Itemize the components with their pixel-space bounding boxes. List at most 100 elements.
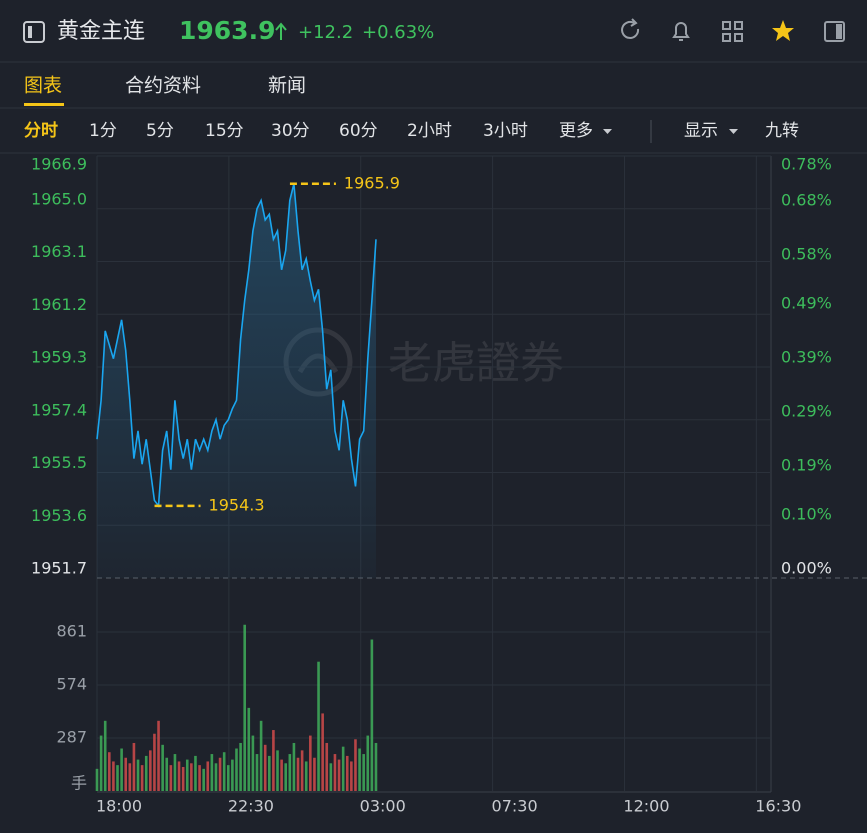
- volume-bar: [112, 761, 115, 791]
- volume-bar: [341, 746, 345, 791]
- volume-bar: [103, 720, 107, 791]
- volume-bar: [366, 735, 370, 791]
- x-tick-label: 22:30: [228, 797, 274, 816]
- tab[interactable]: 合约资料: [125, 75, 201, 97]
- volume-bar: [247, 707, 251, 791]
- y-tick-label: 1961.2: [31, 295, 87, 314]
- star-icon[interactable]: [772, 20, 794, 41]
- volume-bar: [173, 754, 177, 791]
- volume-bar: [333, 754, 337, 791]
- volume-bar: [358, 748, 361, 791]
- y-tick-label: 1966.9: [31, 155, 87, 174]
- volume-bar: [222, 752, 226, 791]
- price: 1963.9: [179, 16, 275, 45]
- price-area: [97, 183, 376, 579]
- period-button[interactable]: 3小时: [483, 121, 528, 141]
- low-label: 1954.3: [209, 495, 265, 514]
- y2-tick-label: 0.39%: [781, 348, 832, 367]
- volume-bar: [165, 757, 169, 791]
- volume-bar: [226, 765, 230, 791]
- volume-bar: [284, 763, 288, 791]
- volume-bar: [99, 735, 103, 791]
- volume-bar: [362, 754, 365, 791]
- volume-bar: [181, 766, 185, 791]
- volume-bar: [116, 765, 119, 791]
- grid-icon[interactable]: [722, 21, 743, 42]
- period-button[interactable]: 30分: [271, 121, 310, 141]
- period-button[interactable]: 2小时: [407, 121, 452, 141]
- volume-bar: [325, 742, 329, 791]
- volume-bar: [235, 748, 238, 791]
- volume-bar: [288, 754, 292, 791]
- volume-bar: [206, 761, 210, 791]
- sidebar-toggle[interactable]: [23, 21, 45, 43]
- period-button[interactable]: 更多: [559, 121, 593, 141]
- volume-bar: [329, 763, 333, 791]
- volume-bar: [185, 759, 189, 791]
- x-tick-label: 12:00: [623, 797, 669, 816]
- high-label: 1965.9: [344, 173, 400, 192]
- volume-bar: [374, 742, 378, 791]
- y-tick-label: 1963.1: [31, 242, 87, 261]
- volume-bar: [210, 754, 214, 791]
- volume-bar: [321, 713, 324, 791]
- volume-bar: [255, 754, 259, 791]
- volume-bar: [350, 761, 353, 791]
- volume-bar: [194, 755, 197, 791]
- y-tick-label: 1955.5: [31, 453, 87, 472]
- volume-bar: [259, 720, 263, 791]
- y-tick-label: 861: [56, 621, 87, 640]
- y2-tick-label: 0.78%: [781, 155, 832, 174]
- panel-icon[interactable]: [824, 21, 845, 42]
- y-tick-label: 1957.4: [31, 400, 87, 419]
- volume-bar: [128, 763, 132, 791]
- caret: [603, 129, 612, 134]
- period-button[interactable]: 60分: [339, 121, 378, 141]
- price-line: [96, 183, 377, 508]
- title: 黄金主连: [57, 19, 145, 44]
- period-button[interactable]: 1分: [89, 121, 117, 141]
- volume-bar: [108, 752, 111, 791]
- y-tick-label: 1965.0: [31, 189, 87, 208]
- tab-underline: [24, 103, 64, 106]
- refresh-icon[interactable]: [621, 18, 640, 39]
- volume-bar: [144, 755, 148, 791]
- volume-bar: [276, 750, 279, 791]
- change: +12.2: [298, 22, 353, 43]
- bell-icon[interactable]: [672, 22, 690, 41]
- period-button[interactable]: 15分: [205, 121, 244, 141]
- volume-bar: [149, 750, 152, 791]
- y-tick-label: 1953.6: [31, 506, 87, 525]
- option-button[interactable]: 九转: [765, 121, 799, 141]
- y-tick-label: 574: [56, 674, 87, 693]
- x-tick-label: 07:30: [492, 797, 538, 816]
- y-tick-label: 1959.3: [31, 348, 87, 367]
- volume-bar: [309, 735, 312, 791]
- y2-tick-label: 0.58%: [781, 245, 832, 264]
- volume-bar: [95, 768, 99, 791]
- tab[interactable]: 新闻: [268, 75, 306, 97]
- period-button[interactable]: 5分: [146, 121, 174, 141]
- y-tick-label: 1951.7: [31, 559, 87, 578]
- option-button[interactable]: 显示: [684, 121, 718, 141]
- volume-bar: [202, 768, 205, 791]
- volume-bar: [124, 757, 128, 791]
- period-button[interactable]: 分时: [24, 121, 58, 141]
- y2-tick-label: 0.10%: [781, 504, 832, 523]
- volume-bar: [231, 759, 234, 791]
- tab[interactable]: 图表: [24, 75, 62, 97]
- volume-bar: [304, 761, 308, 791]
- up-arrow: [275, 22, 287, 40]
- volume-bar: [263, 744, 267, 791]
- volume-bar: [296, 757, 300, 791]
- volume-bar: [272, 730, 275, 791]
- volume-bar: [198, 765, 201, 791]
- y2-tick-label: 0.19%: [781, 456, 832, 475]
- watermark: 老虎證券: [388, 338, 564, 389]
- x-tick-label: 18:00: [96, 797, 142, 816]
- volume-bar: [280, 759, 283, 791]
- volume-bar: [161, 744, 164, 791]
- volume-bar: [169, 765, 173, 791]
